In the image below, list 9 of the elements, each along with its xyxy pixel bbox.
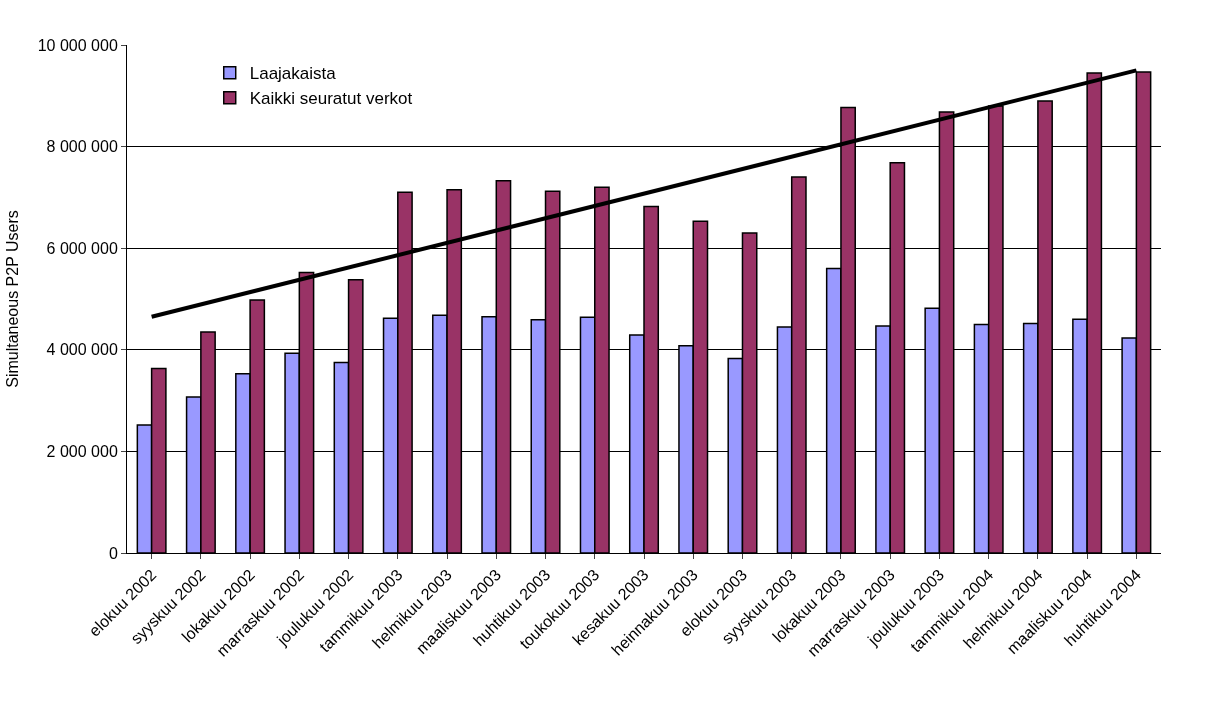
legend-label: Kaikki seuratut verkot	[249, 89, 413, 109]
legend-label: Laajakaista	[249, 64, 337, 84]
y-axis-title: Simultaneous P2P Users	[3, 210, 21, 388]
y-tick-label: 10 000 000	[37, 36, 118, 54]
y-tick-label: 0	[108, 544, 118, 562]
y-tick-label: 6 000 000	[46, 239, 118, 257]
y-tick-label: 4 000 000	[46, 341, 118, 359]
y-tick-label: 8 000 000	[46, 138, 118, 156]
y-tick-label: 2 000 000	[46, 443, 118, 460]
